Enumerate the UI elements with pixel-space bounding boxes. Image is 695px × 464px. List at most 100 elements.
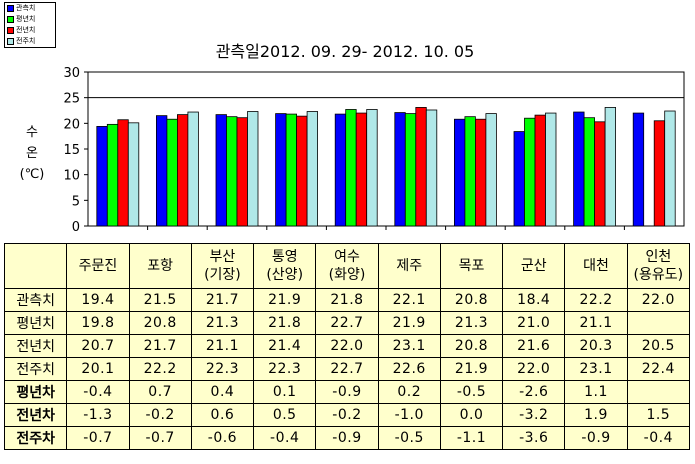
table-cell: 21.9	[439, 357, 504, 381]
row-label: 전주치	[3, 357, 68, 381]
column-header-line: 주문진	[78, 258, 118, 274]
table-column-header: 제주	[377, 243, 441, 289]
table-cell: 1.5	[626, 403, 691, 427]
bar	[664, 110, 676, 227]
table-cell: 20.3	[564, 334, 628, 358]
y-tick-label: 20	[63, 117, 80, 132]
table-cell: 21.7	[190, 288, 255, 312]
legend-swatch	[7, 27, 14, 34]
legend-item: 전주치	[5, 36, 55, 47]
y-axis-label: 수온 (℃)	[20, 125, 45, 182]
legend-swatch	[7, 38, 14, 45]
table-cell: -0.9	[315, 380, 379, 404]
table-cell: 21.9	[253, 288, 317, 312]
table-cell: 0.4	[190, 380, 255, 404]
table-row: 전년차 -1.3 -0.2 0.6 0.5 -0.2 -1.0 0.0 -3.2 1.9 1.5	[3, 403, 691, 427]
bar	[394, 112, 406, 227]
table-cell: 20.8	[439, 334, 504, 358]
legend-item: 전년치	[5, 25, 55, 36]
y-tick-label: 30	[63, 66, 80, 81]
table-cell: -3.6	[502, 426, 566, 450]
table-cell: -3.2	[502, 403, 566, 427]
table-cell: 22.6	[377, 357, 441, 381]
y-tick-label: 25	[63, 92, 80, 107]
column-header-line: 군산	[520, 258, 547, 274]
table-row: 전년치 20.7 21.7 21.1 21.4 22.0 23.1 20.8 21.6 20.3 2…	[3, 334, 691, 358]
table-cell: 22.2	[564, 288, 628, 312]
y-tick-label: 0	[72, 220, 80, 235]
table-cell: 21.9	[377, 311, 441, 335]
table-row: 평년차 -0.4 0.7 0.4 0.1 -0.9 0.2 -0.5 -2.6 1.1	[3, 380, 691, 404]
row-label: 전년차	[3, 403, 68, 427]
table-cell: 21.5	[128, 288, 192, 312]
table-cell: 0.7	[128, 380, 192, 404]
table-cell: -0.2	[128, 403, 192, 427]
bar	[524, 117, 536, 227]
bar	[453, 118, 466, 227]
table-header-row: 주문진 포항 부산 (기장) 통영 (산양) 여수 (화양) 제주 목포 군산 대천 인천 (용유도)	[3, 243, 691, 289]
bar	[275, 113, 287, 227]
column-header-line: (화양)	[328, 267, 366, 283]
bar	[176, 114, 189, 227]
row-label: 전주차	[3, 426, 68, 450]
table-cell: 23.1	[564, 357, 628, 381]
column-header-line: 포항	[147, 258, 174, 274]
bar	[485, 113, 497, 227]
bar	[117, 119, 129, 227]
bar	[285, 113, 298, 227]
bar	[106, 123, 119, 227]
table-cell: -0.4	[626, 426, 691, 450]
column-header-line: 목포	[458, 258, 485, 274]
table-cell: 21.1	[564, 311, 628, 335]
table-row: 관측치 19.4 21.5 21.7 21.9 21.8 22.1 20.8 18.4 22.2 2…	[3, 288, 691, 312]
table-column-header: 주문진	[66, 243, 130, 289]
bar	[404, 113, 417, 227]
table-cell: 0.6	[190, 403, 255, 427]
table-row: 전주차 -0.7 -0.7 -0.6 -0.4 -0.9 -0.5 -1.1 -3.6 -0.9-…	[3, 426, 691, 450]
table-cell: 22.0	[502, 357, 566, 381]
y-tick-label: 5	[72, 194, 80, 209]
table-cell: -0.2	[315, 403, 379, 427]
table-column-header: 여수 (화양)	[315, 243, 379, 289]
bar	[534, 114, 546, 227]
bar	[247, 111, 259, 227]
column-header-line: 제주	[396, 258, 423, 274]
table-column-header: 통영 (산양)	[253, 243, 317, 289]
row-label: 전년치	[3, 334, 68, 358]
legend-label: 전년치	[16, 26, 36, 34]
table-cell: 22.1	[377, 288, 441, 312]
bar	[334, 113, 347, 227]
bar	[425, 109, 438, 227]
bar	[573, 111, 585, 227]
bar	[96, 126, 108, 227]
table-cell: 21.8	[253, 311, 317, 335]
bar	[583, 117, 595, 227]
table-cell: -0.4	[66, 380, 130, 404]
legend-label: 전주치	[16, 37, 36, 45]
bar	[236, 117, 248, 227]
bar	[215, 114, 227, 227]
table-column-header: 목포	[439, 243, 504, 289]
table-cell: 20.7	[66, 334, 130, 358]
bar	[513, 131, 525, 227]
table-cell: -1.1	[439, 426, 504, 450]
table-cell: 22.3	[253, 357, 317, 381]
table-cell: 0.5	[253, 403, 317, 427]
table-cell: 21.6	[502, 334, 566, 358]
chart-title: 관측일2012. 09. 29- 2012. 10. 05	[216, 42, 475, 61]
table-cell: 21.7	[128, 334, 192, 358]
table-cell: -1.3	[66, 403, 130, 427]
table-cell: -0.9	[564, 426, 628, 450]
legend-label: 관측치	[16, 4, 36, 12]
table-cell: 21.8	[315, 288, 379, 312]
table-row: 평년치 19.8 20.8 21.3 21.8 22.7 21.9 21.3 21.0 21.1	[3, 311, 691, 335]
table-cell: 23.1	[377, 334, 441, 358]
table-cell: 21.1	[190, 334, 255, 358]
table-cell: 21.0	[502, 311, 566, 335]
table-cell: 22.4	[626, 357, 691, 381]
table-cell: 22.3	[190, 357, 255, 381]
column-header-line: 부산	[209, 249, 236, 265]
bar	[464, 116, 476, 227]
data-table: 주문진 포항 부산 (기장) 통영 (산양) 여수 (화양) 제주 목포 군산 대천 인천 (용유도) 관…	[3, 243, 691, 450]
bar	[296, 115, 308, 227]
